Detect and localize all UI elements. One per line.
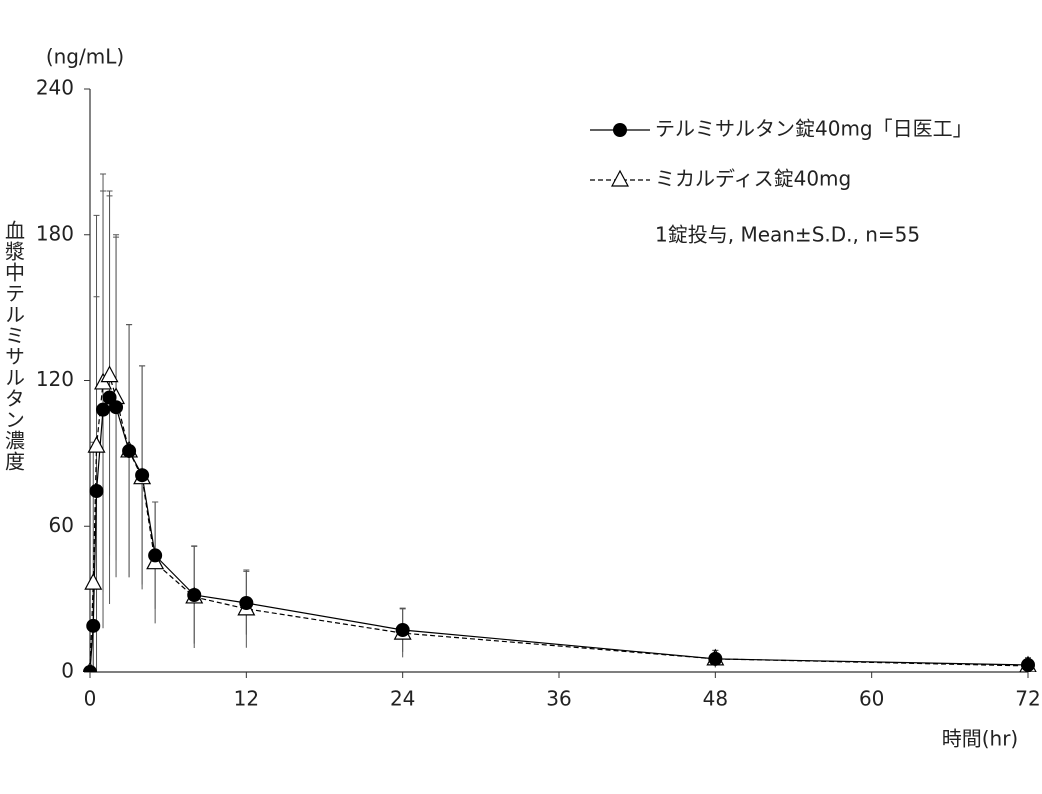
x-axis-label: 時間(hr) — [942, 727, 1019, 751]
legend-label: テルミサルタン錠40mg「日医工」 — [655, 117, 973, 141]
data-point — [87, 435, 106, 453]
y-axis-label: 血漿中テルミサルタン濃度 — [2, 220, 26, 472]
data-point — [135, 468, 150, 483]
x-tick-label: 36 — [546, 687, 571, 711]
data-point — [86, 618, 101, 633]
data-point — [395, 622, 410, 637]
data-point — [187, 587, 202, 602]
annotation: 1錠投与, Mean±S.D., n=55 — [655, 223, 920, 247]
data-point — [100, 365, 119, 383]
legend-marker — [611, 169, 629, 187]
data-point — [84, 572, 103, 590]
data-point — [708, 651, 723, 666]
data-point — [83, 665, 97, 672]
legend-marker — [613, 123, 627, 137]
plot-area — [83, 173, 1037, 672]
x-tick-label: 12 — [234, 687, 259, 711]
data-point — [89, 484, 104, 499]
y-tick-label: 240 — [36, 76, 74, 100]
legend-label: ミカルディス錠40mg — [655, 167, 851, 191]
x-tick-label: 48 — [703, 687, 728, 711]
x-tick-label: 72 — [1015, 687, 1040, 711]
series-line — [89, 374, 1029, 672]
x-tick-label: 24 — [390, 687, 415, 711]
series-line — [89, 396, 1029, 672]
data-point — [96, 402, 111, 417]
x-tick-label: 60 — [859, 687, 884, 711]
y-tick-label: 180 — [36, 221, 74, 245]
y-tick-label: 0 — [61, 659, 74, 683]
y-tick-label: 60 — [49, 513, 74, 537]
data-point — [148, 548, 163, 563]
y-unit: (ng/mL) — [46, 45, 124, 69]
data-point — [122, 443, 137, 458]
y-tick-label: 120 — [36, 367, 74, 391]
data-point — [239, 596, 254, 611]
x-tick-label: 0 — [84, 687, 97, 711]
data-point — [109, 400, 124, 415]
data-point — [1021, 657, 1035, 672]
